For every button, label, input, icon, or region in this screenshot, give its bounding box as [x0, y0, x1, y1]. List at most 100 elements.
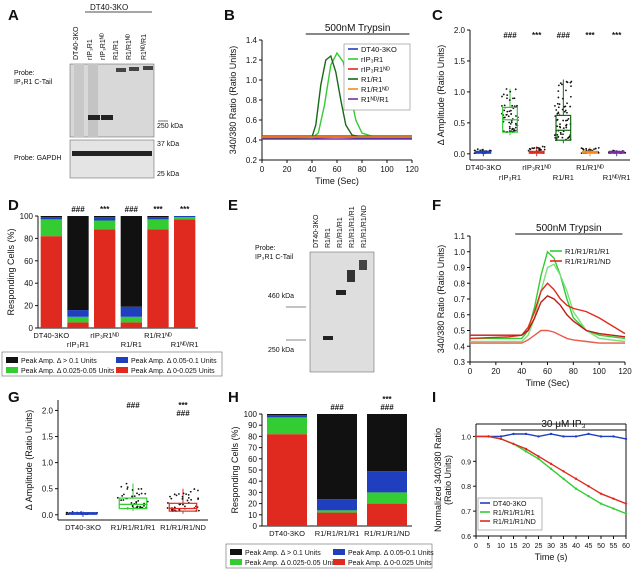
- data-point: [569, 95, 572, 98]
- marker-label: 25 kDa: [157, 171, 179, 178]
- x-tick-label: 60: [622, 543, 630, 550]
- significance-label: ***: [612, 31, 622, 40]
- data-point: [508, 130, 511, 132]
- data-point: [561, 108, 564, 111]
- category-label: R1/R1/R1/ND: [364, 529, 410, 538]
- x-tick-label: 100: [592, 367, 606, 376]
- data-point: [566, 119, 569, 122]
- legend-box: [225, 543, 433, 569]
- y-tick-label: 20: [248, 500, 257, 509]
- y-tick-label: 60: [24, 257, 33, 266]
- legend-swatch: [333, 549, 345, 555]
- y-tick-label: 20: [24, 302, 33, 311]
- gapdh-probe-label: Probe: GAPDH: [14, 155, 61, 162]
- data-point: [190, 498, 192, 501]
- chart-title: 30 μM IP₃: [541, 419, 585, 430]
- significance-label: ###: [330, 403, 344, 412]
- panel-letter-a: A: [8, 7, 19, 24]
- x-tick-label: 0: [260, 165, 265, 174]
- data-point: [508, 110, 511, 113]
- y-axis-label: Responding Cells (%): [230, 426, 240, 513]
- y-tick-label: 1.4: [246, 36, 258, 45]
- data-point: [186, 499, 189, 502]
- data-point: [554, 104, 556, 107]
- data-point: [505, 113, 508, 116]
- data-point: [501, 95, 503, 98]
- category-label: R1/R1/R1/R1: [111, 523, 156, 532]
- data-point: [587, 494, 590, 498]
- data-point: [612, 435, 615, 438]
- data-point: [137, 488, 140, 490]
- legend-label: rIP₃R1ᴺᴰ: [361, 65, 390, 74]
- data-point: [121, 495, 124, 497]
- data-point: [170, 508, 173, 511]
- legend-swatch: [230, 549, 242, 555]
- bar-segment: [317, 512, 357, 526]
- blot-band: [101, 115, 113, 120]
- panel-letter-c: C: [432, 7, 443, 24]
- legend-label: Peak Amp. Δ 0.025-0.05 Units: [21, 368, 115, 375]
- category-label: DT40-3KO: [33, 331, 69, 340]
- data-point: [120, 485, 123, 488]
- y-axis-label-line: Normalized 340/380 Ratio: [433, 428, 443, 532]
- data-point: [556, 125, 559, 128]
- category-label: R1/R1/R1/R1: [315, 529, 360, 538]
- y-tick-label: 0.7: [454, 295, 466, 304]
- y-tick-label: 0.9: [454, 264, 466, 273]
- x-tick-label: 40: [517, 367, 526, 376]
- y-tick-label: 1.0: [454, 88, 466, 97]
- bar-segment: [267, 414, 307, 416]
- bar-segment: [367, 414, 407, 472]
- bar-segment: [317, 414, 357, 500]
- blot-band: [336, 290, 346, 295]
- data-point: [565, 89, 567, 92]
- category-label: rIP₃R1: [67, 340, 89, 349]
- legend-box: [1, 351, 223, 377]
- y-tick-label: 40: [248, 477, 257, 486]
- data-point: [170, 497, 173, 500]
- x-tick-label: 0: [474, 543, 478, 550]
- x-tick-label: 50: [597, 543, 605, 550]
- y-tick-label: 0: [253, 522, 258, 531]
- bar-segment: [94, 217, 116, 221]
- x-tick-label: 20: [491, 367, 500, 376]
- bar-segment: [67, 316, 89, 323]
- data-point: [574, 477, 578, 480]
- data-point: [612, 507, 615, 510]
- y-tick-label: 0.9: [461, 459, 471, 466]
- category-label: R1/R1/R1/ND: [160, 523, 206, 532]
- x-tick-label: 120: [618, 367, 632, 376]
- data-point: [555, 109, 558, 111]
- y-axis-label-line: (Ratio Units): [443, 455, 453, 505]
- y-tick-label: 0.8: [454, 279, 466, 288]
- bar-segment: [267, 434, 307, 526]
- significance-label: ***: [100, 205, 110, 214]
- blot-band: [88, 115, 100, 120]
- y-tick-label: 60: [248, 455, 257, 464]
- data-point: [139, 505, 142, 508]
- data-point: [125, 482, 128, 485]
- marker-label: 37 kDa: [157, 141, 179, 148]
- bar-segment: [367, 503, 407, 526]
- data-point: [133, 495, 136, 497]
- data-point: [167, 502, 169, 504]
- data-point: [557, 106, 560, 109]
- bar-segment: [40, 216, 62, 218]
- significance-label: ***: [178, 401, 188, 410]
- x-tick-label: 40: [572, 543, 580, 550]
- y-tick-label: 0.5: [454, 327, 466, 336]
- significance-label: ***: [382, 395, 392, 404]
- marker-label: 460 kDa: [268, 293, 294, 300]
- x-tick-label: 120: [405, 165, 419, 174]
- data-point: [131, 504, 134, 507]
- data-point: [182, 492, 185, 495]
- data-point: [537, 435, 540, 438]
- x-axis-label: Time (Sec): [315, 176, 359, 186]
- x-tick-label: 15: [510, 543, 518, 550]
- panel-letter-g: G: [8, 389, 20, 406]
- x-tick-label: 0: [468, 367, 473, 376]
- data-point: [122, 499, 125, 501]
- data-point: [474, 435, 478, 438]
- data-point: [506, 94, 509, 96]
- data-point: [515, 115, 517, 117]
